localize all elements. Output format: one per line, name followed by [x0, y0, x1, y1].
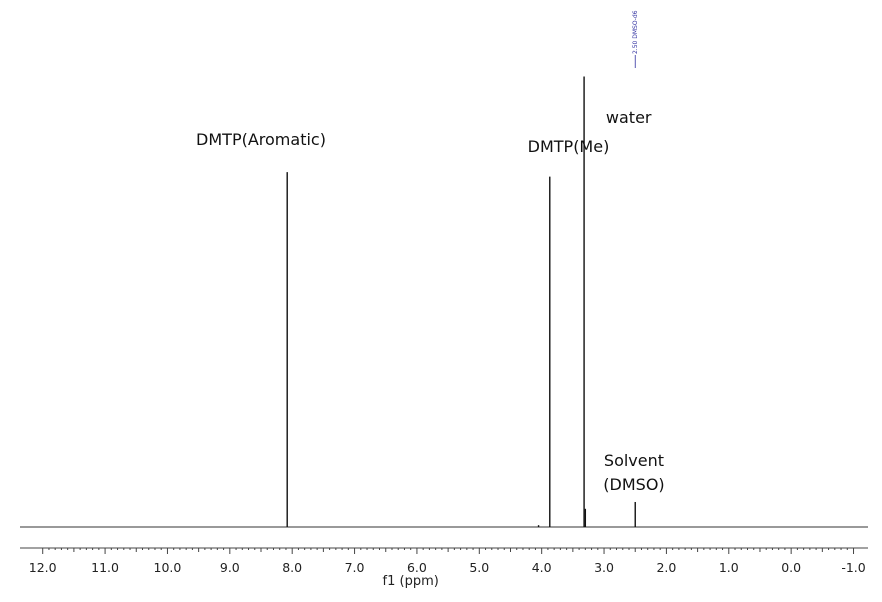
tick-label-9: 3.0: [594, 560, 614, 575]
tick-label-6: 6.0: [407, 560, 427, 575]
tick-label-7: 5.0: [469, 560, 489, 575]
peak-label-group: 2.50 DMSO-d6: [632, 10, 639, 68]
tick-label-0: 12.0: [29, 560, 57, 575]
annotation-0: DMTP(Aromatic): [196, 130, 326, 149]
tick-label-10: 2.0: [656, 560, 676, 575]
x-axis-title: f1 (ppm): [383, 574, 439, 589]
x-axis-ticks: 12.0 11.0 10.0 9.0 8.0 7.0 6.0 5.0 4.0 3.0 2.0 1.0 0…: [29, 548, 866, 575]
peak-label-text: 2.50 DMSO-d6: [632, 10, 639, 54]
peaks-group: [286, 76, 636, 527]
annotation-2: water: [606, 108, 652, 127]
tick-label-12: 0.0: [781, 560, 801, 575]
tick-label-4: 8.0: [282, 560, 302, 575]
tick-label-13: -1.0: [841, 560, 865, 575]
tick-label-1: 11.0: [91, 560, 119, 575]
tick-label-2: 10.0: [154, 560, 182, 575]
annotation-3: Solvent: [604, 451, 664, 470]
annotation-4: (DMSO): [603, 475, 664, 494]
tick-label-3: 9.0: [220, 560, 240, 575]
tick-label-11: 1.0: [719, 560, 739, 575]
annotations-group: DMTP(Aromatic) DMTP(Me) water Solvent (DMSO): [196, 108, 665, 494]
annotation-1: DMTP(Me): [528, 137, 610, 156]
tick-label-8: 4.0: [532, 560, 552, 575]
tick-label-5: 7.0: [345, 560, 365, 575]
